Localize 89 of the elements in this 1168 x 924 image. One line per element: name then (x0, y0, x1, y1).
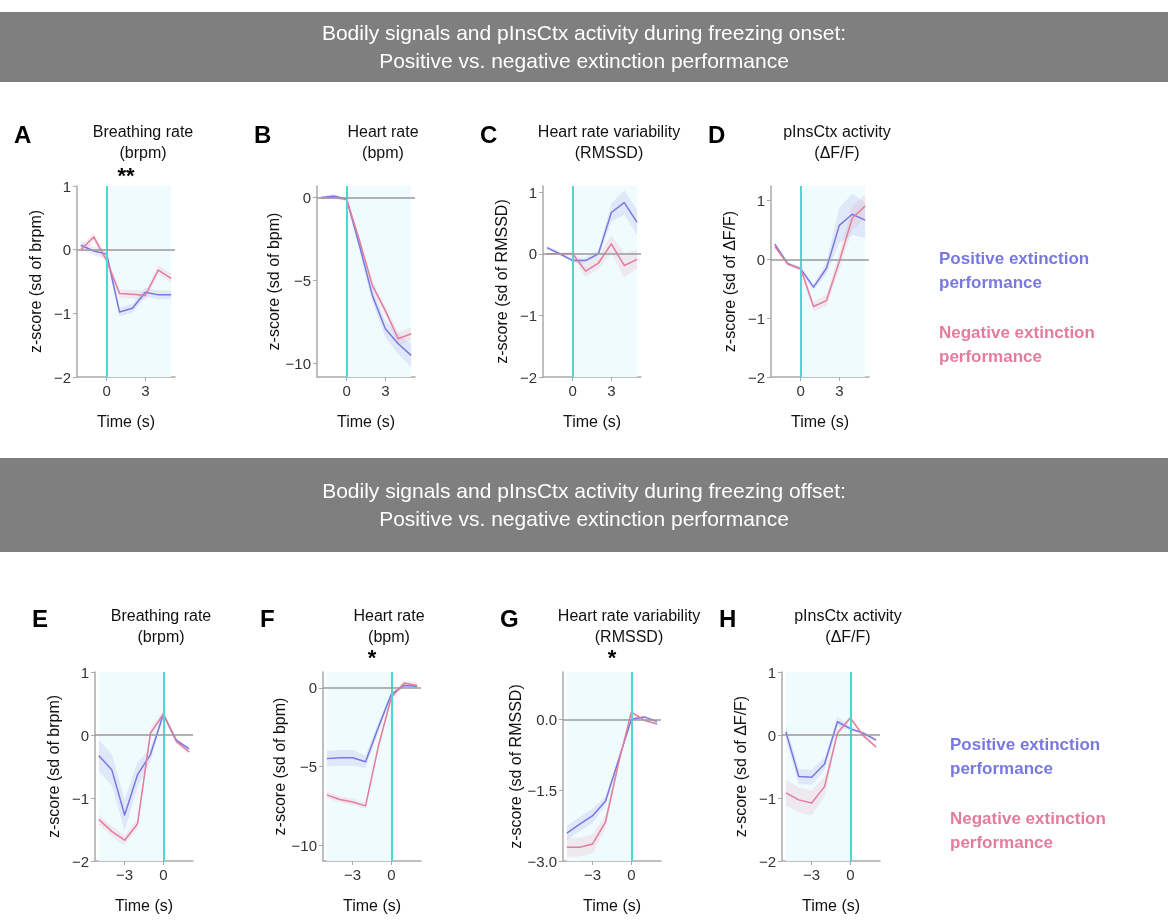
x-tick-label: 0 (568, 382, 577, 399)
x-tick-label: 3 (381, 382, 390, 399)
y-axis-title: z-score (sd of brpm) (44, 694, 62, 839)
chart-title: pInsCtx activity (ΔF/F) (783, 123, 891, 161)
text: E (32, 604, 49, 632)
y-tick-label: 0 (756, 250, 765, 268)
y-tick-label: −1 (747, 309, 765, 327)
y-axis-title: z-score (sd of RMSSD) (506, 684, 524, 849)
x-axis-title: Time (s) (336, 412, 396, 430)
line-series (546, 201, 638, 262)
y-axis-title: z-score (sd of brpm) (26, 209, 44, 354)
chart-title: Heart rate (bpm) (353, 607, 425, 645)
text: C (480, 120, 498, 148)
x-axis-title: Time (s) (790, 412, 850, 430)
y-tick-label: −2 (71, 852, 89, 870)
x-tick-label: 0 (627, 866, 636, 883)
x-tick-label: −3 (584, 866, 602, 883)
chart-title: Heart rate variability (RMSSD) (537, 123, 681, 161)
y-axis-title: z-score (sd of bpm) (271, 697, 289, 836)
x-tick-label: −3 (803, 866, 821, 883)
y-tick-label: 1 (767, 663, 776, 681)
x-tick-label: 3 (607, 382, 616, 399)
y-tick-label: 0.0 (536, 710, 557, 728)
y-tick-label: −1 (53, 304, 71, 322)
y-tick-label: 0 (62, 241, 71, 259)
y-tick-label: −1.5 (527, 781, 557, 799)
text: Bodily signals and pInsCtx activity during freezing onset: Positive vs. negative extinction performance (0, 12, 1168, 82)
x-axis-title: Time (s) (342, 896, 402, 914)
text: Positive extinction performance (939, 248, 1094, 292)
x-axis-title: Time (s) (562, 412, 622, 430)
y-tick-label: 0 (80, 726, 89, 744)
y-tick-label: −2 (747, 368, 765, 386)
y-tick-label: −5 (299, 758, 317, 775)
x-tick-label: 0 (102, 382, 111, 399)
y-tick-label: 0 (302, 189, 311, 207)
text: G (500, 604, 519, 632)
y-tick-label: −2 (758, 852, 776, 870)
x-axis-title: Time (s) (582, 896, 642, 914)
y-tick-label: −10 (291, 836, 317, 854)
x-tick-label: 0 (796, 382, 805, 399)
text: D (708, 120, 726, 148)
y-tick-label: −2 (53, 368, 71, 386)
y-tick-label: −1 (758, 789, 776, 807)
y-tick-label: 1 (528, 183, 537, 201)
y-tick-label: 1 (80, 663, 89, 681)
chart-title: Heart rate (bpm) (347, 123, 419, 161)
x-axis-title: Time (s) (96, 412, 156, 430)
x-tick-label: 0 (342, 382, 351, 399)
y-tick-label: −10 (285, 355, 311, 373)
y-axis-title: z-score (sd of ΔF/F) (731, 695, 749, 838)
x-tick-label: 0 (159, 866, 168, 883)
y-tick-label: −1 (519, 306, 537, 324)
x-tick-label: −3 (116, 866, 134, 883)
text: * (367, 644, 377, 670)
text: Negative extinction performance (950, 808, 1111, 852)
text: H (719, 604, 737, 632)
y-tick-label: 0 (308, 679, 317, 697)
x-tick-label: 0 (846, 866, 855, 883)
text: B (254, 120, 272, 148)
x-tick-label: 3 (141, 382, 150, 399)
y-axis-title: z-score (sd of RMSSD) (492, 199, 510, 364)
text: Negative extinction performance (939, 322, 1100, 366)
x-axis-title: Time (s) (801, 896, 861, 914)
text: A (14, 120, 32, 148)
line-series (774, 213, 866, 288)
y-axis-title: z-score (sd of bpm) (265, 212, 283, 351)
y-tick-label: −2 (519, 368, 537, 386)
y-tick-label: −1 (71, 789, 89, 807)
chart-title: Breathing rate (brpm) (110, 607, 212, 645)
x-axis-title: Time (s) (114, 896, 174, 914)
y-tick-label: 1 (62, 177, 71, 195)
y-tick-label: 1 (756, 192, 765, 210)
x-tick-label: −3 (344, 866, 362, 883)
x-tick-label: 3 (835, 382, 844, 399)
x-tick-label: 0 (387, 866, 396, 883)
text: * (607, 644, 617, 670)
text: Bodily signals and pInsCtx activity during freezing offset: Positive vs. negative extinction performance (0, 458, 1168, 552)
chart-title: Heart rate variability (RMSSD) (557, 607, 701, 645)
y-tick-label: −5 (293, 272, 311, 290)
y-tick-label: −3.0 (527, 852, 557, 870)
text: Positive extinction performance (950, 734, 1105, 778)
annotation: ** (117, 162, 135, 188)
text: F (260, 604, 275, 632)
chart-title: pInsCtx activity (ΔF/F) (794, 607, 902, 645)
y-axis-title: z-score (sd of ΔF/F) (720, 210, 738, 353)
line-series (785, 721, 877, 778)
y-tick-label: 0 (767, 726, 776, 744)
chart-title: Breathing rate (brpm) (92, 123, 194, 161)
y-tick-label: 0 (528, 245, 537, 263)
